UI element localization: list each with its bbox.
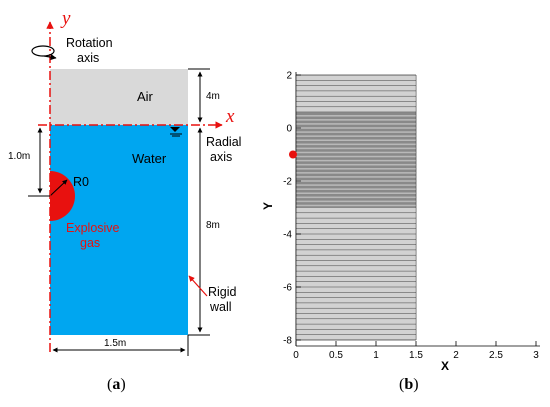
water-label: Water	[132, 151, 167, 166]
water-region	[50, 125, 188, 335]
rotation-axis-label-1: Rotation	[66, 36, 113, 50]
panel-a: y x Rotation axis Air Water Radial axis …	[8, 8, 241, 393]
x-tick-label: 1.5	[409, 350, 423, 361]
rotation-curl-arrowhead	[43, 54, 57, 61]
explosive-gas-bubble	[50, 171, 75, 221]
rigid-wall-pointer	[188, 275, 208, 297]
x-tick-label: 1	[373, 350, 379, 361]
y-tick-label: -8	[283, 336, 292, 347]
x-tick-label: 3	[533, 350, 539, 361]
dim-depth-label: 1.0m	[8, 151, 30, 162]
rigid-wall-label-2: wall	[209, 300, 232, 314]
water-surface-icon	[170, 127, 182, 137]
dim-air-label: 4m	[206, 91, 220, 102]
caption-a: (a)	[107, 376, 126, 393]
air-label: Air	[137, 89, 154, 104]
radial-axis-label-2: axis	[210, 150, 232, 164]
axis-x-label: x	[225, 106, 235, 127]
panel-b: 0 0.5 1 1.5 2 2.5 3 2 0 -2 -4 -6 -8 X Y (b)	[261, 71, 540, 393]
axis-y-label: y	[60, 8, 71, 29]
x-tick-label: 0.5	[329, 350, 343, 361]
y-tick-label: 0	[286, 124, 292, 135]
y-axis-title: Y	[261, 202, 275, 210]
x-ticks: 0 0.5 1 1.5 2 2.5 3	[293, 341, 539, 361]
explosion-center-marker	[289, 150, 297, 159]
x-tick-label: 2.5	[489, 350, 503, 361]
y-tick-label: -4	[283, 230, 292, 241]
mesh-grid	[295, 74, 417, 341]
x-tick-label: 2	[453, 350, 459, 361]
r0-radius-arrow	[49, 179, 68, 197]
rigid-wall-label-1: Rigid	[208, 285, 237, 299]
explosive-gas-label-2: gas	[80, 236, 100, 250]
y-ticks: 2 0 -2 -4 -6 -8	[283, 71, 301, 347]
dim-width-label: 1.5m	[104, 338, 126, 349]
explosive-gas-label-1: Explosive	[66, 221, 120, 235]
air-region	[50, 69, 188, 125]
x-tick-label: 0	[293, 350, 299, 361]
dim-water-label: 8m	[206, 220, 220, 231]
r0-label: R0	[73, 175, 89, 189]
y-tick-label: 2	[286, 71, 292, 82]
y-tick-label: -6	[283, 283, 292, 294]
y-tick-label: -2	[283, 177, 292, 188]
radial-axis-label-1: Radial	[206, 135, 241, 149]
rotation-curl-icon	[31, 45, 55, 57]
caption-b: (b)	[399, 376, 419, 393]
x-axis-title: X	[441, 359, 449, 373]
rotation-axis-label-2: axis	[77, 51, 99, 65]
